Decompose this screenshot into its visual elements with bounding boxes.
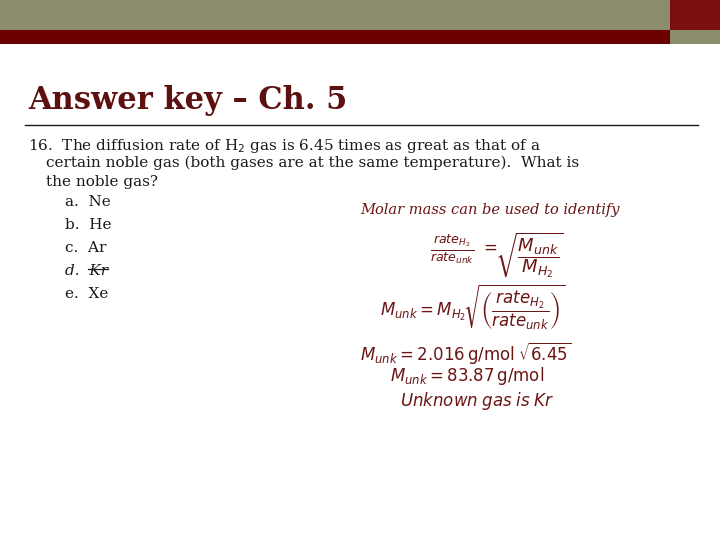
Text: $M_{unk} =M_{H_2}\!\sqrt{\left(\dfrac{\mathit{rate}_{H_2}}{\mathit{rate}_{unk}}\: $M_{unk} =M_{H_2}\!\sqrt{\left(\dfrac{\m… — [380, 282, 565, 332]
Bar — [670, 0, 720, 30]
Bar — [0, 30, 720, 44]
Text: 16.  The diffusion rate of H$_2$ gas is 6.45 times as great as that of a: 16. The diffusion rate of H$_2$ gas is 6… — [28, 137, 541, 155]
Text: the noble gas?: the noble gas? — [46, 175, 158, 189]
Text: Answer key – Ch. 5: Answer key – Ch. 5 — [28, 85, 347, 116]
Text: c.  Ar: c. Ar — [65, 241, 107, 255]
Text: $\mathit{Unknown\;gas\;is\;Kr}$: $\mathit{Unknown\;gas\;is\;Kr}$ — [400, 390, 554, 412]
Text: Molar mass can be used to identify: Molar mass can be used to identify — [360, 203, 620, 217]
Text: $=$: $=$ — [480, 238, 498, 256]
Text: $M_{unk} = 83.87\,\mathrm{g/mol}$: $M_{unk} = 83.87\,\mathrm{g/mol}$ — [390, 365, 544, 387]
Text: $\frac{\mathit{rate}_{H_2}}{\mathit{rate}_{unk}}$: $\frac{\mathit{rate}_{H_2}}{\mathit{rate… — [430, 232, 474, 266]
Bar — [670, 30, 720, 44]
Bar — [0, 0, 670, 30]
Text: e.  Xe: e. Xe — [65, 287, 109, 301]
Text: a.  Ne: a. Ne — [65, 195, 111, 209]
Text: $M_{unk} = 2.016\,\mathrm{g/mol}\;\sqrt{6.45}$: $M_{unk} = 2.016\,\mathrm{g/mol}\;\sqrt{… — [360, 340, 572, 366]
Text: $\sqrt{\dfrac{M_{unk}}{M_{H_2}}}$: $\sqrt{\dfrac{M_{unk}}{M_{H_2}}}$ — [495, 230, 564, 280]
Text: d.  Kr: d. Kr — [65, 264, 108, 278]
Text: b.  He: b. He — [65, 218, 112, 232]
Text: certain noble gas (both gases are at the same temperature).  What is: certain noble gas (both gases are at the… — [46, 156, 579, 171]
